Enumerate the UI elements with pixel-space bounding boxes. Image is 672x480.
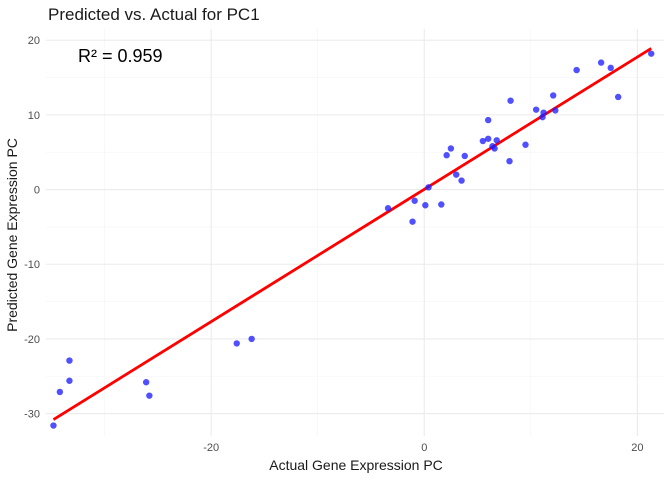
data-point bbox=[597, 59, 605, 66]
data-point bbox=[507, 97, 514, 104]
data-point bbox=[453, 171, 460, 178]
x-tick-label: -20 bbox=[203, 442, 219, 454]
data-point bbox=[425, 184, 432, 191]
fit-line bbox=[52, 47, 652, 421]
data-point bbox=[479, 137, 487, 145]
y-tick-labels: -30 -20 -10 0 10 20 bbox=[24, 35, 40, 420]
data-point bbox=[648, 50, 655, 57]
data-point bbox=[491, 145, 498, 152]
data-point bbox=[484, 116, 492, 124]
data-point bbox=[409, 218, 416, 225]
data-point bbox=[532, 106, 540, 113]
y-tick-label: 10 bbox=[28, 110, 40, 122]
chart-title: Predicted vs. Actual for PC1 bbox=[48, 5, 260, 24]
data-point bbox=[522, 141, 529, 148]
data-point bbox=[142, 379, 150, 386]
data-point bbox=[493, 137, 500, 144]
data-point bbox=[146, 392, 153, 399]
data-point bbox=[50, 422, 57, 429]
data-point bbox=[248, 335, 255, 343]
data-point bbox=[422, 202, 429, 209]
data-point bbox=[66, 377, 73, 384]
data-point bbox=[540, 109, 547, 116]
x-axis-title: Actual Gene Expression PC bbox=[269, 457, 443, 473]
data-point bbox=[573, 66, 580, 74]
y-tick-label: -10 bbox=[24, 259, 40, 271]
data-point bbox=[614, 93, 622, 101]
grid bbox=[46, 29, 664, 436]
data-point bbox=[549, 92, 557, 99]
x-tick-labels: -20 0 20 bbox=[203, 442, 643, 454]
y-tick-label: -20 bbox=[24, 334, 40, 346]
points-layer bbox=[50, 50, 655, 429]
data-point bbox=[66, 357, 73, 364]
data-point bbox=[384, 205, 392, 212]
y-axis-title: Predicted Gene Expression PC bbox=[4, 138, 20, 332]
data-point bbox=[447, 145, 455, 152]
x-tick-label: 20 bbox=[631, 442, 643, 454]
data-point bbox=[552, 107, 559, 114]
data-point bbox=[443, 152, 450, 159]
data-point bbox=[484, 135, 492, 142]
data-point bbox=[411, 197, 418, 204]
data-point bbox=[438, 201, 445, 208]
y-tick-label: -30 bbox=[24, 409, 40, 421]
x-tick-label: 0 bbox=[421, 442, 427, 454]
y-tick-label: 0 bbox=[34, 185, 40, 197]
data-point bbox=[506, 157, 513, 165]
y-tick-label: 20 bbox=[28, 35, 40, 47]
fit-line-layer bbox=[52, 47, 652, 421]
data-point bbox=[461, 152, 468, 160]
data-point bbox=[458, 177, 465, 184]
data-point bbox=[56, 388, 64, 396]
r-squared-annotation: R² = 0.959 bbox=[78, 46, 163, 66]
data-point bbox=[607, 64, 614, 72]
data-point bbox=[233, 340, 240, 347]
